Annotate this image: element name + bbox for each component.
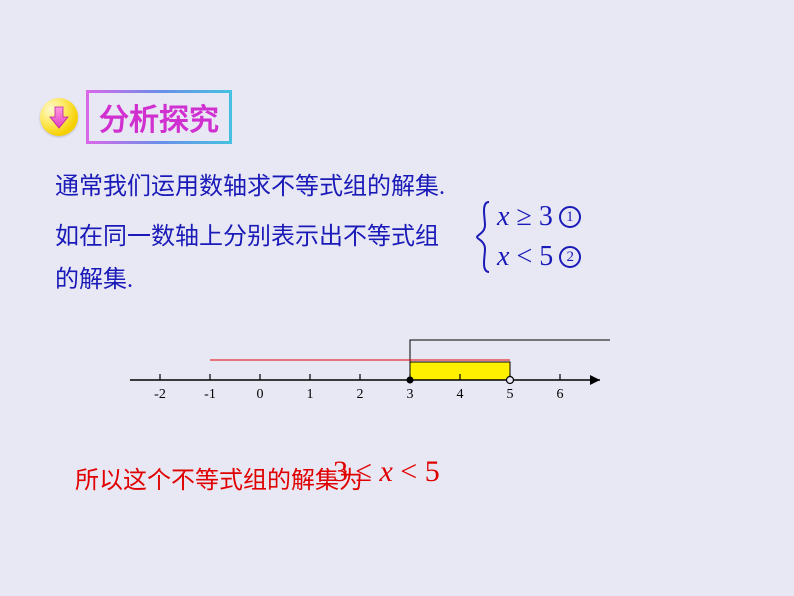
svg-text:-1: -1 <box>204 387 216 402</box>
number-line: -2 -1 0 1 2 3 4 5 6 <box>120 330 650 410</box>
result-right: 5 <box>425 455 440 488</box>
result-math: 3 ≤ x < 5 <box>333 455 440 489</box>
circled-2-icon: 2 <box>559 246 581 268</box>
ineq2-rhs: 5 <box>539 241 553 272</box>
result-rightop: < <box>400 455 417 488</box>
ineq2-var: x <box>497 241 509 272</box>
svg-text:3: 3 <box>407 387 414 402</box>
header-title: 分析探究 <box>99 104 219 137</box>
brace-icon <box>475 200 493 274</box>
inequality-2: x < 5 2 <box>497 241 581 273</box>
result-prefix: 所以这个不等式组的解集为 <box>75 460 363 495</box>
header-title-box: 分析探究 <box>86 90 232 144</box>
result-leftop: ≤ <box>356 455 372 488</box>
section-header: 分析探究 <box>40 90 232 144</box>
svg-text:5: 5 <box>507 387 514 402</box>
body-line-2: 如在同一数轴上分别表示出不等式组 <box>55 215 439 261</box>
ineq1-op: ≥ <box>516 201 531 232</box>
result-left: 3 <box>333 455 348 488</box>
ineq1-var: x <box>497 201 509 232</box>
svg-text:1: 1 <box>307 387 314 402</box>
svg-text:-2: -2 <box>154 387 166 402</box>
ineq2-op: < <box>516 241 532 272</box>
arrow-down-icon <box>40 98 78 136</box>
svg-text:6: 6 <box>557 387 564 402</box>
svg-text:0: 0 <box>257 387 264 402</box>
inequality-system: x ≥ 3 1 x < 5 2 <box>475 200 581 274</box>
inequality-1: x ≥ 3 1 <box>497 201 581 233</box>
result-var: x <box>379 455 392 488</box>
body-line-3: 的解集. <box>55 258 133 304</box>
body-line-1: 通常我们运用数轴求不等式组的解集. <box>55 165 445 211</box>
ineq1-rhs: 3 <box>539 201 553 232</box>
circled-1-icon: 1 <box>559 206 581 228</box>
svg-text:4: 4 <box>457 387 464 402</box>
svg-text:2: 2 <box>357 387 364 402</box>
